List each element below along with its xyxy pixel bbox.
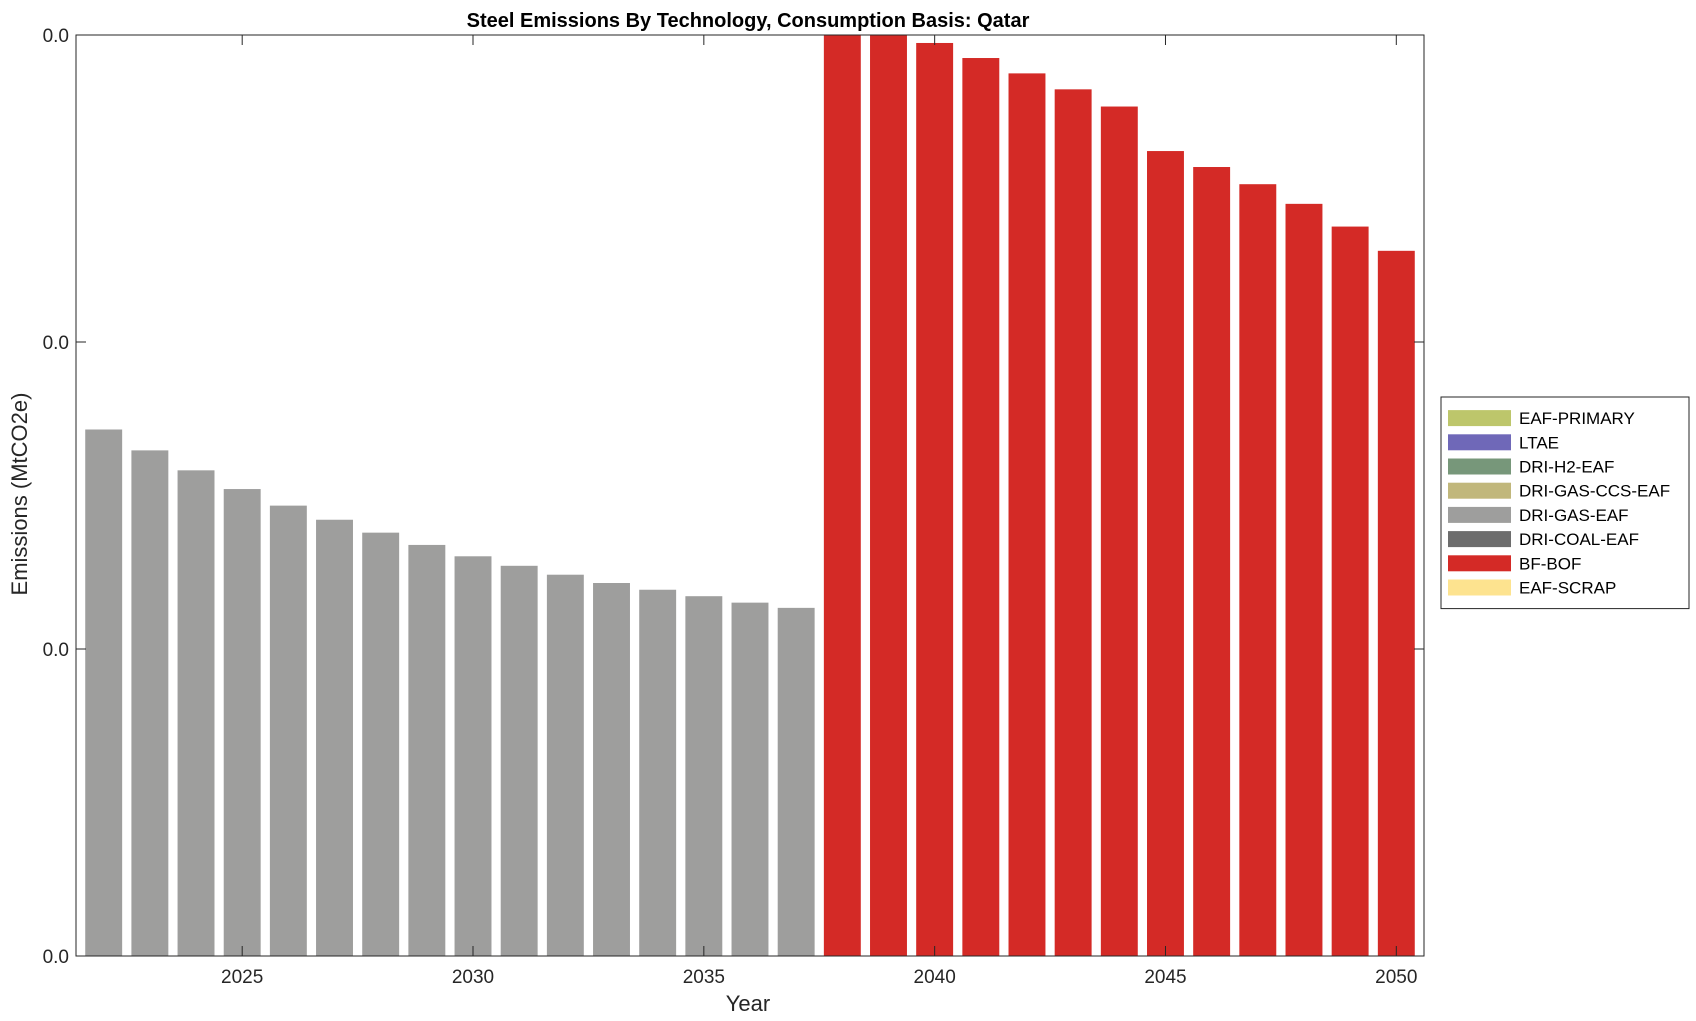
bar-bf-bof-2045 <box>1147 151 1184 956</box>
y-tick-label: 0.0 <box>43 640 69 661</box>
legend-swatch-dri-gas-eaf <box>1448 506 1511 523</box>
y-tick-label: 0.0 <box>43 947 69 968</box>
bar-bf-bof-2046 <box>1193 167 1231 956</box>
bar-dri-gas-eaf-2022 <box>85 429 123 956</box>
y-tick-label: 0.0 <box>43 26 69 47</box>
chart-title: Steel Emissions By Technology, Consumpti… <box>467 10 1030 32</box>
x-tick-label: 2030 <box>452 967 494 988</box>
legend-swatch-dri-coal-eaf <box>1448 531 1511 548</box>
x-axis-ticks: 2025 2030 2035 2040 2045 2050 <box>221 35 1417 988</box>
y-tick-label: 0.0 <box>43 333 69 354</box>
bar-dri-gas-eaf-2029 <box>408 544 446 956</box>
bar-dri-gas-eaf-2034 <box>639 589 677 956</box>
bar-bf-bof-2049 <box>1331 226 1369 956</box>
bar-bf-bof-2040 <box>916 42 954 956</box>
bar-bf-bof-2050 <box>1377 250 1415 956</box>
bar-dri-gas-eaf-2024 <box>177 470 215 956</box>
legend-label-eaf-primary: EAF-PRIMARY <box>1519 409 1635 428</box>
legend: EAF-PRIMARY LTAE DRI-H2-EAF DRI-GAS-CCS-EAF… <box>1440 396 1690 610</box>
bar-dri-gas-eaf-2035 <box>685 596 723 956</box>
legend-label-dri-gas-eaf: DRI-GAS-EAF <box>1519 506 1629 525</box>
axes-box <box>75 34 1425 957</box>
legend-swatch-eaf-primary <box>1448 410 1511 427</box>
bar-dri-gas-eaf-2023 <box>131 450 169 956</box>
legend-box <box>1440 396 1690 610</box>
bar-bf-bof-2038 <box>823 35 861 956</box>
bar-dri-gas-eaf-2028 <box>362 532 400 956</box>
legend-label-ltae: LTAE <box>1519 433 1559 452</box>
bar-bf-bof-2043 <box>1054 89 1092 956</box>
legend-swatch-ltae <box>1448 434 1511 451</box>
bar-dri-gas-eaf-2031 <box>500 565 538 956</box>
legend-swatch-eaf-scrap <box>1448 579 1511 596</box>
x-tick-label: 2025 <box>221 967 263 988</box>
legend-label-bf-bof: BF-BOF <box>1519 554 1581 573</box>
legend-swatch-dri-h2-eaf <box>1448 458 1511 475</box>
legend-swatch-dri-gas-ccs-eaf <box>1448 482 1511 499</box>
bar-dri-gas-eaf-2026 <box>269 505 307 956</box>
x-axis-title: Year <box>726 991 770 1016</box>
legend-label-dri-coal-eaf: DRI-COAL-EAF <box>1519 530 1639 549</box>
y-axis-title: Emissions (MtCO2e) <box>7 393 32 596</box>
bar-bf-bof-2041 <box>962 58 1000 956</box>
legend-label-dri-h2-eaf: DRI-H2-EAF <box>1519 458 1614 477</box>
x-tick-label: 2050 <box>1375 967 1417 988</box>
bar-bf-bof-2039 <box>870 35 907 956</box>
axes-group <box>75 34 1425 957</box>
bar-bf-bof-2048 <box>1285 203 1323 956</box>
bar-dri-gas-eaf-2032 <box>546 574 584 956</box>
bar-bf-bof-2044 <box>1100 106 1138 956</box>
legend-label-dri-gas-ccs-eaf: DRI-GAS-CCS-EAF <box>1519 482 1670 501</box>
legend-swatch-bf-bof <box>1448 555 1511 572</box>
bar-dri-gas-eaf-2037 <box>777 607 815 956</box>
x-tick-label: 2040 <box>914 967 956 988</box>
bar-dri-gas-eaf-2030 <box>454 556 492 956</box>
bar-dri-gas-eaf-2033 <box>593 583 630 956</box>
y-axis-ticks: 0.0 0.0 0.0 0.0 <box>43 26 1424 968</box>
bar-bf-bof-2042 <box>1008 73 1046 956</box>
legend-label-eaf-scrap: EAF-SCRAP <box>1519 579 1616 598</box>
bar-dri-gas-eaf-2036 <box>731 602 769 956</box>
bar-bf-bof-2047 <box>1239 184 1277 956</box>
x-tick-label: 2035 <box>683 967 725 988</box>
bar-dri-gas-eaf-2027 <box>316 519 353 956</box>
x-tick-label: 2045 <box>1144 967 1186 988</box>
bars-group <box>85 35 1415 956</box>
bar-dri-gas-eaf-2025 <box>223 489 261 956</box>
